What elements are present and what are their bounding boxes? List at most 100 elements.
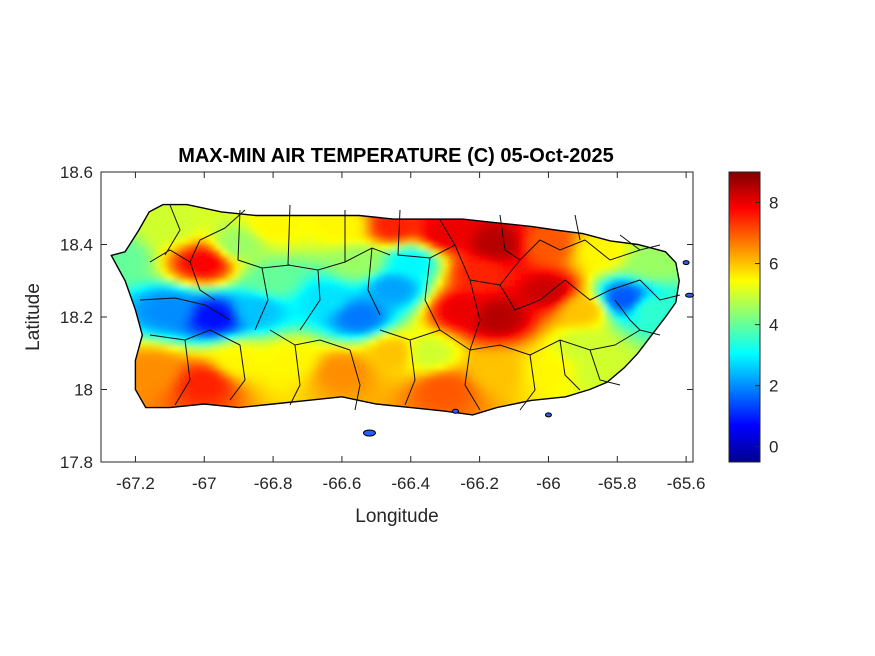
temperature-cell — [143, 256, 150, 263]
temperature-cell — [449, 244, 456, 251]
temperature-cell — [497, 232, 504, 239]
temperature-cell — [653, 322, 660, 329]
temperature-cell — [425, 388, 432, 395]
temperature-cell — [293, 310, 300, 317]
temperature-cell — [539, 328, 546, 335]
temperature-cell — [515, 262, 522, 269]
temperature-cell — [125, 274, 132, 281]
temperature-cell — [167, 274, 174, 281]
temperature-cell — [335, 304, 342, 311]
temperature-cell — [647, 280, 654, 287]
temperature-cell — [239, 334, 246, 341]
temperature-cell — [431, 388, 438, 395]
temperature-cell — [611, 268, 618, 275]
temperature-cell — [359, 238, 366, 245]
temperature-cell — [551, 328, 558, 335]
temperature-cell — [509, 358, 516, 365]
temperature-cell — [305, 304, 312, 311]
temperature-cell — [347, 322, 354, 329]
temperature-cell — [269, 232, 276, 239]
temperature-cell — [467, 304, 474, 311]
temperature-cell — [167, 304, 174, 311]
temperature-cell — [119, 268, 126, 275]
temperature-cell — [521, 238, 528, 245]
temperature-cell — [251, 328, 258, 335]
temperature-cell — [227, 304, 234, 311]
temperature-cell — [653, 268, 660, 275]
temperature-cell — [155, 376, 162, 383]
temperature-cell — [653, 304, 660, 311]
temperature-cell — [293, 370, 300, 377]
temperature-cell — [563, 292, 570, 299]
temperature-cell — [401, 352, 408, 359]
temperature-cell — [341, 226, 348, 233]
temperature-cell — [155, 358, 162, 365]
temperature-cell — [269, 220, 276, 227]
temperature-cell — [599, 376, 606, 383]
temperature-cell — [257, 346, 264, 353]
temperature-cell — [407, 220, 414, 227]
temperature-cell — [197, 238, 204, 245]
temperature-cell — [173, 226, 180, 233]
temperature-cell — [497, 286, 504, 293]
temperature-cell — [599, 238, 606, 245]
temperature-cell — [227, 340, 234, 347]
temperature-cell — [611, 316, 618, 323]
temperature-cell — [287, 334, 294, 341]
temperature-cell — [317, 214, 324, 221]
temperature-cell — [569, 322, 576, 329]
temperature-cell — [281, 256, 288, 263]
temperature-cell — [143, 340, 150, 347]
temperature-cell — [479, 358, 486, 365]
temperature-cell — [389, 352, 396, 359]
temperature-cell — [251, 268, 258, 275]
temperature-cell — [191, 256, 198, 263]
temperature-cell — [401, 268, 408, 275]
temperature-cell — [455, 388, 462, 395]
temperature-cell — [365, 244, 372, 251]
temperature-cell — [347, 232, 354, 239]
temperature-cell — [185, 328, 192, 335]
temperature-cell — [353, 304, 360, 311]
temperature-cell — [317, 316, 324, 323]
temperature-cell — [551, 376, 558, 383]
temperature-cell — [233, 298, 240, 305]
temperature-cell — [593, 328, 600, 335]
temperature-cell — [173, 358, 180, 365]
temperature-cell — [191, 298, 198, 305]
temperature-cell — [377, 232, 384, 239]
temperature-cell — [437, 304, 444, 311]
temperature-cell — [359, 334, 366, 341]
temperature-cell — [545, 304, 552, 311]
temperature-cell — [623, 328, 630, 335]
temperature-cell — [545, 346, 552, 353]
temperature-cell — [377, 220, 384, 227]
temperature-cell — [467, 334, 474, 341]
temperature-cell — [545, 316, 552, 323]
coastline — [110, 203, 680, 416]
temperature-cell — [287, 394, 294, 401]
temperature-cell — [365, 322, 372, 329]
temperature-cell — [407, 316, 414, 323]
temperature-cell — [557, 250, 564, 257]
temperature-cell — [233, 286, 240, 293]
temperature-cell — [143, 298, 150, 305]
temperature-cell — [455, 292, 462, 299]
temperature-cell — [329, 256, 336, 263]
temperature-cell — [491, 286, 498, 293]
temperature-cell — [455, 328, 462, 335]
temperature-cell — [521, 340, 528, 347]
temperature-cell — [233, 316, 240, 323]
temperature-cell — [449, 340, 456, 347]
temperature-cell — [377, 280, 384, 287]
temperature-cell — [239, 382, 246, 389]
temperature-cell — [371, 238, 378, 245]
temperature-cell — [671, 298, 678, 305]
temperature-cell — [227, 394, 234, 401]
temperature-cell — [629, 262, 636, 269]
chart-title: MAX-MIN AIR TEMPERATURE (C) 05-Oct-2025 — [178, 145, 614, 167]
temperature-cell — [551, 262, 558, 269]
temperature-cell — [173, 394, 180, 401]
temperature-cell — [389, 322, 396, 329]
